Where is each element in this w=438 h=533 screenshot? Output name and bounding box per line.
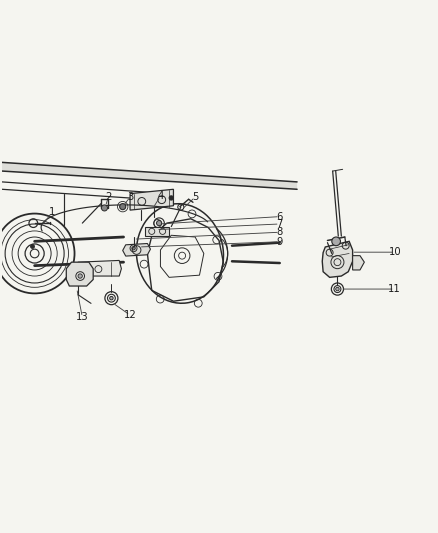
Text: 7: 7 bbox=[276, 219, 283, 229]
Polygon shape bbox=[35, 237, 124, 265]
Circle shape bbox=[332, 237, 340, 246]
Text: 12: 12 bbox=[124, 310, 137, 320]
Circle shape bbox=[110, 296, 113, 300]
Circle shape bbox=[156, 221, 162, 225]
Text: 13: 13 bbox=[76, 312, 88, 322]
Polygon shape bbox=[232, 243, 280, 263]
Polygon shape bbox=[66, 262, 93, 286]
Circle shape bbox=[78, 274, 82, 278]
Text: 4: 4 bbox=[157, 191, 163, 201]
FancyBboxPatch shape bbox=[145, 227, 169, 236]
Circle shape bbox=[336, 287, 339, 291]
Text: 3: 3 bbox=[127, 192, 133, 202]
Polygon shape bbox=[123, 244, 151, 256]
Text: 6: 6 bbox=[276, 212, 283, 222]
Text: 5: 5 bbox=[192, 192, 198, 202]
Text: 1: 1 bbox=[49, 207, 55, 217]
Text: 11: 11 bbox=[389, 284, 401, 294]
Ellipse shape bbox=[136, 204, 223, 303]
Polygon shape bbox=[2, 163, 297, 189]
Polygon shape bbox=[322, 241, 353, 277]
Circle shape bbox=[102, 205, 107, 211]
Text: 2: 2 bbox=[105, 192, 112, 202]
Text: 10: 10 bbox=[389, 247, 401, 257]
Text: 8: 8 bbox=[277, 227, 283, 237]
Circle shape bbox=[132, 247, 135, 250]
Polygon shape bbox=[130, 189, 173, 210]
Circle shape bbox=[169, 196, 173, 200]
Text: 9: 9 bbox=[276, 237, 283, 247]
Polygon shape bbox=[78, 261, 121, 276]
Circle shape bbox=[120, 204, 126, 209]
Polygon shape bbox=[353, 256, 364, 270]
